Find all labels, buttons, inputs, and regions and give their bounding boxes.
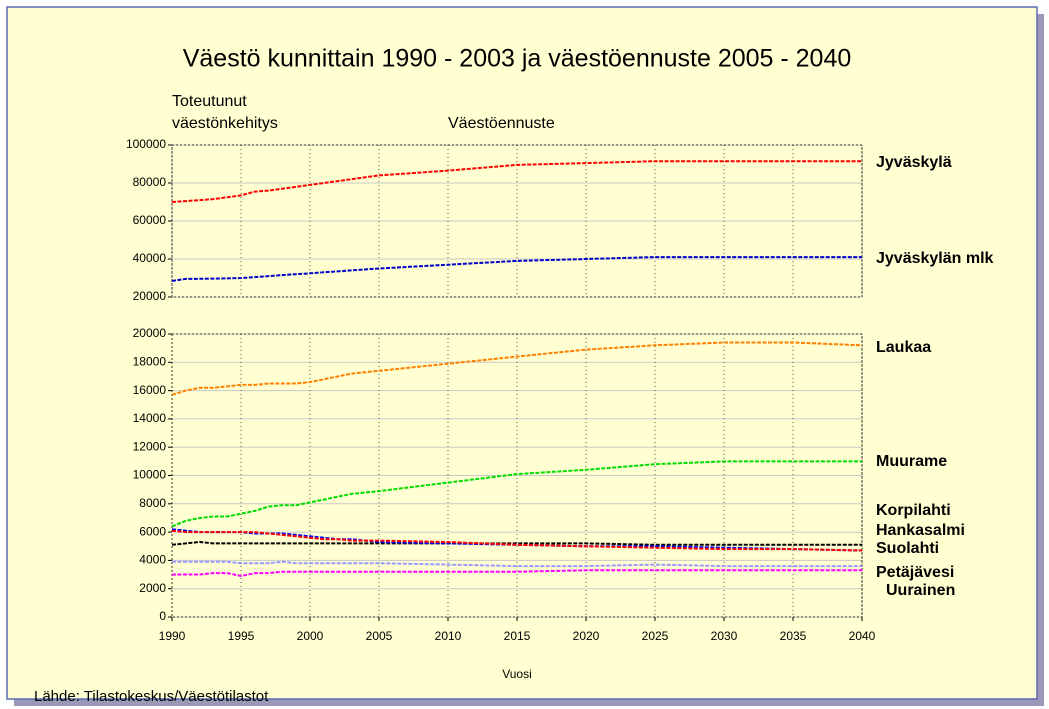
y-tick-label: 8000 (139, 496, 166, 510)
plot-border (171, 144, 863, 298)
y-tick-label: 12000 (133, 439, 167, 453)
annotation: Toteutunut (172, 93, 247, 110)
x-tick-label: 2040 (849, 629, 876, 643)
x-tick-label: 2005 (366, 629, 393, 643)
x-tick-label: 2015 (504, 629, 531, 643)
series-label: Jyväskylä (876, 154, 952, 171)
chart-title: Väestö kunnittain 1990 - 2003 ja väestöe… (183, 45, 852, 73)
y-tick-label: 16000 (133, 383, 167, 397)
x-tick-label: 2020 (573, 629, 600, 643)
y-tick-label: 20000 (133, 326, 167, 340)
series-label: Jyväskylän mlk (876, 250, 994, 267)
series-label: Suolahti (876, 540, 939, 557)
series-line (171, 540, 862, 546)
y-tick-label: 10000 (133, 468, 167, 482)
x-tick-label: 1990 (159, 629, 186, 643)
y-tick-label: 40000 (133, 251, 167, 265)
series-line (171, 256, 862, 282)
x-tick-label: 2030 (711, 629, 738, 643)
series-label: Korpilahti (876, 502, 951, 519)
y-tick-label: 80000 (133, 175, 167, 189)
y-tick-label: 60000 (133, 213, 167, 227)
series-line (172, 560, 862, 568)
series-line (171, 529, 863, 552)
x-tick-label: 2035 (780, 629, 807, 643)
series-label: Petäjävesi (876, 564, 954, 581)
series-line (172, 569, 862, 578)
annotation: Väestöennuste (448, 115, 555, 132)
x-tick-label: 1995 (228, 629, 255, 643)
y-tick-label: 100000 (126, 137, 166, 151)
y-tick-label: 2000 (139, 581, 166, 595)
y-tick-label: 4000 (139, 553, 166, 567)
series-label: Laukaa (876, 339, 931, 356)
series-label: Hankasalmi (876, 522, 965, 539)
source: Lähde: Tilastokeskus/Väestötilastot (34, 688, 269, 705)
series-label: Muurame (876, 453, 947, 470)
x-tick-label: 2000 (297, 629, 324, 643)
series-line (171, 460, 862, 528)
y-tick-label: 14000 (133, 411, 167, 425)
plot-border (171, 333, 863, 618)
y-tick-label: 18000 (133, 354, 167, 368)
y-tick-label: 0 (159, 609, 166, 623)
x-tick-label: 2010 (435, 629, 462, 643)
series-line (171, 341, 863, 396)
series-label: Uurainen (886, 582, 955, 599)
series-line (171, 160, 862, 203)
y-tick-label: 6000 (139, 524, 166, 538)
x-axis-label: Vuosi (502, 667, 532, 681)
x-tick-label: 2025 (642, 629, 669, 643)
y-tick-label: 20000 (133, 289, 167, 303)
annotation: väestönkehitys (172, 115, 278, 132)
